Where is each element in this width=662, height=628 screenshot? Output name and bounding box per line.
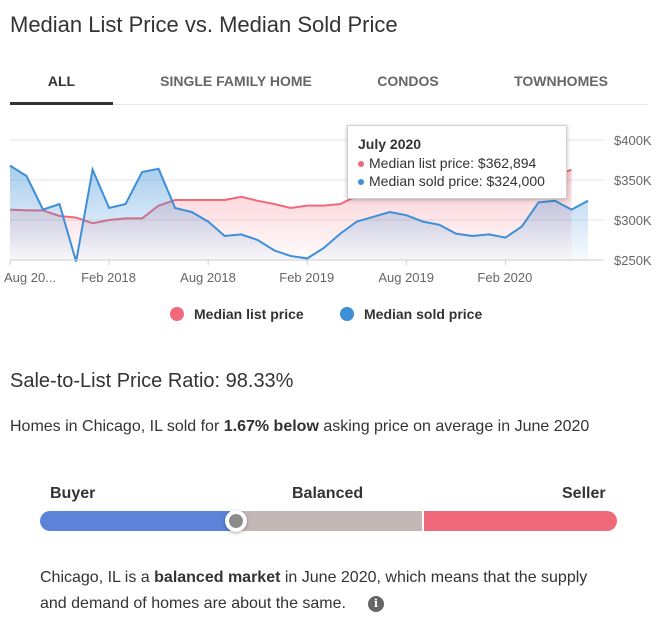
legend-item-list-price[interactable]: Median list price — [170, 306, 304, 322]
seller-segment — [424, 511, 617, 531]
summary-highlight: 1.67% below — [223, 418, 319, 435]
x-tick-label: Feb 2018 — [81, 270, 136, 285]
x-tick-label: Aug 2019 — [378, 270, 434, 285]
y-tick-label: $300K — [614, 213, 652, 228]
legend-sold-label: Median sold price — [364, 306, 483, 322]
list-dot-icon — [358, 161, 364, 168]
buyer-label: Buyer — [50, 485, 96, 502]
page-title: Median List Price vs. Median Sold Price — [10, 12, 398, 37]
summary-prefix: Homes in Chicago, IL sold for — [10, 418, 224, 435]
legend-list-label: Median list price — [194, 306, 304, 322]
explain-highlight: balanced market — [154, 569, 281, 586]
property-type-tabs: ALL SINGLE FAMILY HOME CONDOS TOWNHOMES — [10, 62, 648, 105]
tooltip-list-price: Median list price: $362,894 — [369, 155, 537, 171]
explain-prefix: Chicago, IL is a — [40, 569, 155, 586]
tooltip-title: July 2020 — [358, 136, 422, 152]
seller-label: Seller — [562, 485, 606, 502]
info-icon[interactable]: i — [367, 595, 384, 612]
y-tick-label: $350K — [614, 173, 652, 188]
y-tick-label: $400K — [614, 133, 652, 148]
buyer-segment — [40, 511, 230, 531]
sale-to-list-ratio: Sale-to-List Price Ratio: 98.33% — [10, 370, 294, 392]
x-tick-label: Aug 20... — [4, 270, 56, 285]
tab-condos[interactable]: CONDOS — [377, 73, 439, 89]
balanced-segment — [232, 511, 422, 531]
legend-list-dot-icon — [170, 307, 184, 321]
chart-tooltip: July 2020 Median list price: $362,894 Me… — [347, 125, 567, 199]
sold-price-area — [10, 165, 588, 262]
tab-townhomes[interactable]: TOWNHOMES — [514, 73, 608, 89]
explain-suffix: in June 2020, which means that the suppl… — [40, 569, 588, 612]
x-tick-label: Feb 2019 — [279, 270, 334, 285]
chart-legend: Median list price Median sold price — [0, 306, 662, 328]
x-tick-label: Aug 2018 — [180, 270, 236, 285]
market-indicator — [225, 510, 248, 532]
sold-price-line — [9, 164, 589, 262]
x-tick-label: Feb 2020 — [477, 270, 532, 285]
legend-sold-dot-icon — [340, 307, 354, 321]
tab-single-family-home[interactable]: SINGLE FAMILY HOME — [160, 73, 312, 89]
tooltip-sold-price: Median sold price: $324,000 — [369, 173, 545, 189]
legend-item-sold-price[interactable]: Median sold price — [340, 306, 482, 322]
y-tick-label: $250K — [614, 253, 652, 268]
market-explanation: Chicago, IL is a balanced market in June… — [40, 565, 600, 617]
sold-dot-icon — [358, 179, 364, 186]
tab-all[interactable]: ALL — [10, 62, 113, 105]
summary-suffix: asking price on average in June 2020 — [318, 418, 590, 435]
summary-text: Homes in Chicago, IL sold for 1.67% belo… — [10, 418, 589, 436]
balanced-label: Balanced — [292, 485, 364, 502]
